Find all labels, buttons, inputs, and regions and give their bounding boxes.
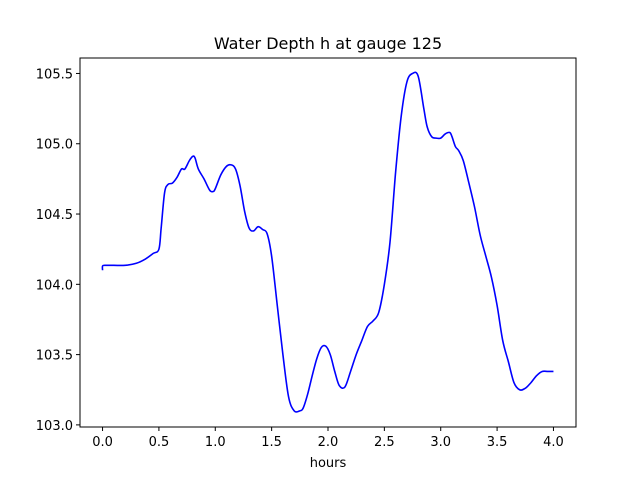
y-tick-label: 104.0 <box>36 278 73 293</box>
x-tick-label: 1.0 <box>205 435 226 450</box>
x-tick-label: 2.0 <box>318 435 339 450</box>
x-tick-label: 4.0 <box>543 435 564 450</box>
y-tick-label: 104.5 <box>36 208 73 223</box>
y-tick-label: 105.0 <box>36 138 73 153</box>
x-axis-ticks: 0.0 0.5 1.0 1.5 2.0 2.5 3.0 3.5 4.0 <box>92 427 564 450</box>
y-tick-label: 103.0 <box>36 419 73 434</box>
y-axis-ticks: 103.0 103.5 104.0 104.5 105.0 105.5 <box>36 67 80 434</box>
series-line <box>101 71 554 413</box>
x-tick-label: 3.5 <box>487 435 508 450</box>
plot-area-frame <box>79 57 577 428</box>
x-tick-label: 2.5 <box>374 435 395 450</box>
x-tick-label: 0.0 <box>92 435 113 450</box>
y-tick-label: 103.5 <box>36 349 73 364</box>
x-tick-label: 1.5 <box>261 435 282 450</box>
chart-title: Water Depth h at gauge 125 <box>214 34 442 53</box>
x-tick-label: 0.5 <box>149 435 170 450</box>
x-axis-label: hours <box>310 456 347 471</box>
x-tick-label: 3.0 <box>430 435 451 450</box>
y-tick-label: 105.5 <box>36 67 73 82</box>
series-layer <box>101 71 554 413</box>
